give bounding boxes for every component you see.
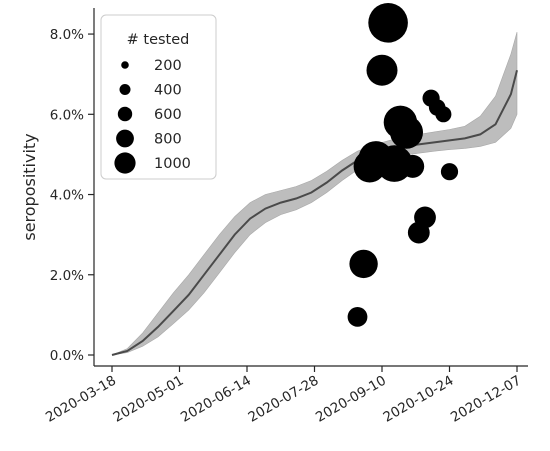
trend-line xyxy=(111,69,518,356)
data-points-layer xyxy=(347,3,459,327)
legend-label-3: 600 xyxy=(154,107,182,123)
data-point-5 xyxy=(366,54,398,86)
data-point-16 xyxy=(440,163,459,181)
legend-title: # tested xyxy=(127,32,190,48)
legend-label-5: 1000 xyxy=(154,156,191,172)
legend-marker-5 xyxy=(114,152,136,174)
data-point-9 xyxy=(390,115,423,149)
y-tick-label-4: 6.0% xyxy=(50,107,84,123)
y-axis-title: seropositivity xyxy=(20,133,39,240)
data-point-10 xyxy=(401,154,425,178)
legend-marker-4 xyxy=(116,129,134,148)
y-tick-label-2: 2.0% xyxy=(50,268,84,284)
legend-label-4: 800 xyxy=(154,132,182,148)
data-point-1 xyxy=(347,307,368,327)
trend-line-layer xyxy=(111,69,518,356)
data-point-2 xyxy=(349,249,378,279)
legend-marker-2 xyxy=(119,84,131,95)
y-tick-label-1: 0.0% xyxy=(50,348,84,364)
y-tick-label-5: 8.0% xyxy=(50,27,84,43)
legend-marker-3 xyxy=(117,106,133,122)
data-point-12 xyxy=(414,206,436,229)
legend-marker-1 xyxy=(121,61,129,69)
legend: # tested 200 400 600 800 1000 xyxy=(100,14,217,180)
y-tick-label-3: 4.0% xyxy=(50,188,84,204)
data-point-15 xyxy=(435,106,452,123)
data-point-6 xyxy=(368,3,408,43)
legend-label-1: 200 xyxy=(154,58,182,74)
legend-label-2: 400 xyxy=(154,83,182,99)
